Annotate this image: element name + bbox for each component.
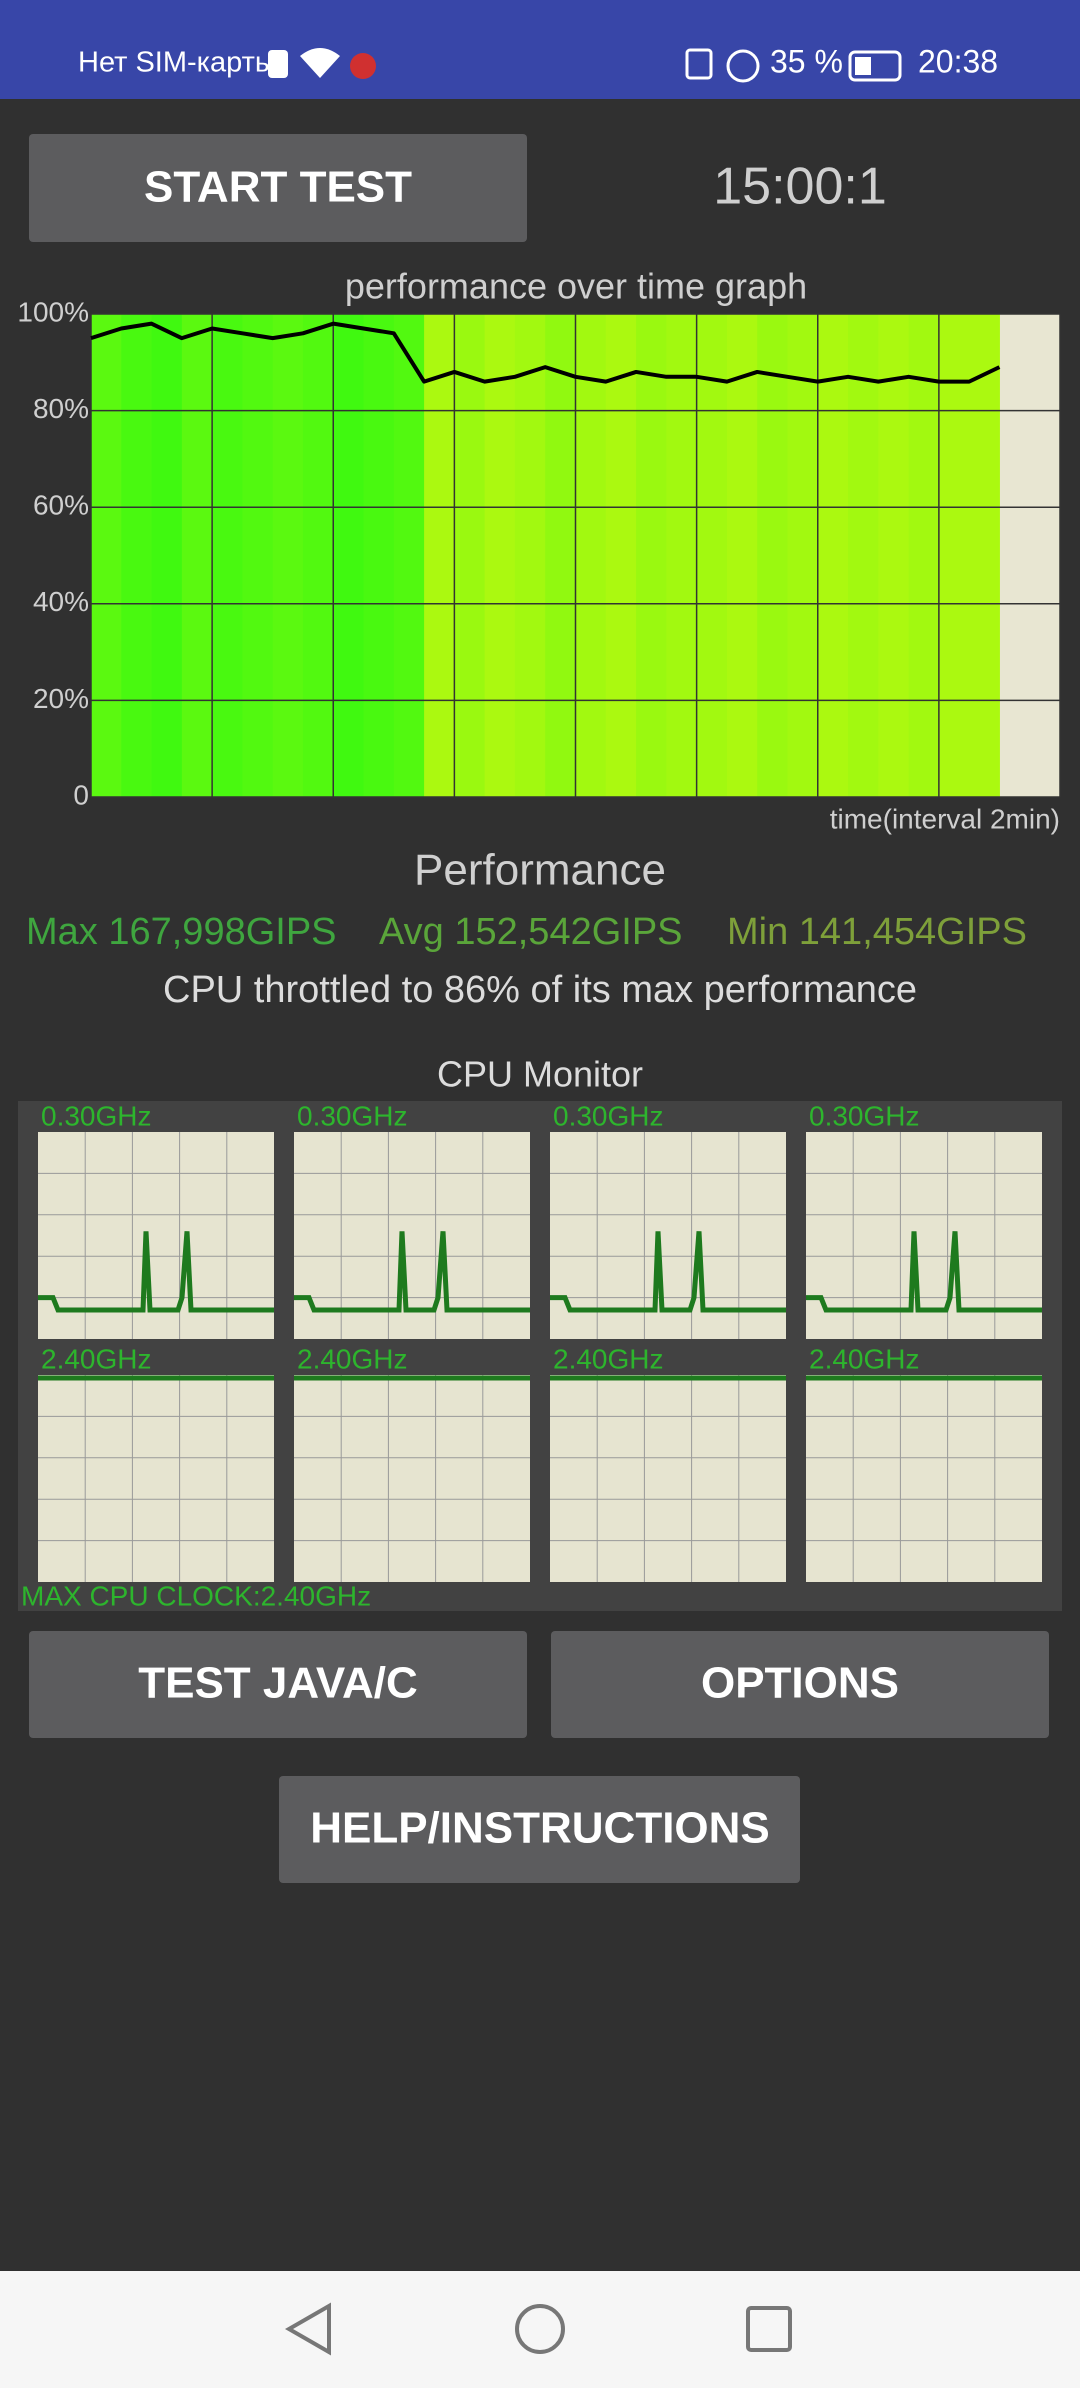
- core-load-line: [294, 1231, 530, 1313]
- performance-fill: [212, 314, 243, 797]
- performance-fill: [817, 314, 849, 797]
- core-load-line: [38, 1231, 274, 1313]
- performance-fill: [121, 314, 153, 797]
- core-graph-bg: [294, 1132, 530, 1339]
- performance-fill: [151, 314, 183, 797]
- core-load-line: [550, 1231, 786, 1313]
- clock: 20:38: [918, 43, 998, 79]
- performance-fill: [757, 314, 788, 797]
- home-button[interactable]: [515, 2304, 565, 2354]
- x-axis-label: time(interval 2min): [830, 803, 1060, 834]
- core-graph-bg: [550, 1132, 786, 1339]
- nav-bar: [0, 2271, 1080, 2388]
- timer: 15:00:1: [713, 158, 887, 216]
- recents-button[interactable]: [746, 2306, 792, 2352]
- graph-title: performance over time graph: [345, 266, 807, 307]
- start-test-button[interactable]: [29, 134, 527, 242]
- sim-alert-icon: [268, 50, 288, 78]
- performance-fill: [424, 314, 455, 797]
- performance-fill: [272, 314, 304, 797]
- performance-fill: [726, 314, 758, 797]
- options-button[interactable]: [551, 1631, 1049, 1738]
- performance-fill: [878, 314, 910, 797]
- core-frequency: 0.30GHz: [297, 1100, 408, 1131]
- performance-fill: [575, 314, 607, 797]
- battery-percent: 35 %: [770, 43, 843, 79]
- help-label[interactable]: HELP/INSTRUCTIONS: [310, 1804, 770, 1853]
- core-graph-bg: [38, 1375, 274, 1582]
- max-performance: Max 167,998GIPS: [26, 911, 337, 953]
- max-cpu-clock: MAX CPU CLOCK:2.40GHz: [21, 1580, 371, 1611]
- performance-fill: [605, 314, 637, 797]
- core-frequency: 0.30GHz: [553, 1100, 664, 1131]
- core-frequency: 0.30GHz: [809, 1100, 920, 1131]
- speed-icon: [726, 49, 760, 83]
- performance-fill: [484, 314, 516, 797]
- performance-fill: [302, 314, 334, 797]
- core-frequency: 2.40GHz: [297, 1343, 408, 1374]
- core-graph-bg: [550, 1375, 786, 1582]
- carrier: Нет SIM-карты: [78, 47, 276, 79]
- performance-fill: [969, 314, 1000, 797]
- performance-fill: [242, 314, 274, 797]
- performance-fill: [91, 314, 122, 797]
- help-button[interactable]: [279, 1776, 800, 1883]
- plot: 0 20% 40% 60% 80% 100%: [17, 296, 1061, 810]
- performance-fill: [545, 314, 576, 797]
- performance-fill: [696, 314, 728, 797]
- performance-fill: [333, 314, 365, 797]
- battery-level: [855, 57, 871, 75]
- performance-title: Performance: [414, 846, 666, 895]
- performance-fill: [938, 314, 970, 797]
- performance-fill: [454, 314, 486, 797]
- performance-fill: [908, 314, 940, 797]
- y-tick-label: 100%: [17, 296, 89, 327]
- battery-icon: [848, 50, 902, 82]
- throttle-text: CPU throttled to 86% of its max performa…: [163, 969, 917, 1011]
- core-graph-bg: [806, 1132, 1042, 1339]
- performance-fill: [666, 314, 698, 797]
- test-java-button[interactable]: [29, 1631, 527, 1738]
- y-tick-label: 80%: [33, 393, 89, 424]
- core-frequency: 2.40GHz: [809, 1343, 920, 1374]
- wifi-icon: [300, 48, 340, 78]
- performance-fill: [363, 314, 395, 797]
- core-graph-bg: [294, 1375, 530, 1582]
- options-label[interactable]: OPTIONS: [701, 1659, 899, 1708]
- performance-line: [90, 321, 1001, 384]
- performance-fill: [514, 314, 546, 797]
- y-tick-label: 60%: [33, 490, 89, 521]
- core-frequency: 0.30GHz: [41, 1100, 152, 1131]
- app-icon: [350, 53, 376, 79]
- performance-fill: [393, 314, 425, 797]
- cpu-monitor-title: CPU Monitor: [437, 1054, 643, 1095]
- y-tick-label: 20%: [33, 683, 89, 714]
- status-bar: [0, 0, 1080, 99]
- nfc-icon: [685, 48, 713, 80]
- core-frequency: 2.40GHz: [41, 1343, 152, 1374]
- performance-fill: [636, 314, 667, 797]
- performance-fill: [787, 314, 819, 797]
- back-button[interactable]: [284, 2302, 331, 2356]
- cores: 0.30GHz 0.30GHz 0.30GHz 0.30GHz 2.40GHz 2.40G…: [38, 1100, 1042, 1582]
- core-graph-bg: [38, 1132, 274, 1339]
- start-test-label[interactable]: START TEST: [144, 163, 412, 212]
- min-performance: Min 141,454GIPS: [727, 911, 1027, 953]
- avg-performance: Avg 152,542GIPS: [379, 911, 683, 953]
- core-graph-bg: [806, 1375, 1042, 1582]
- y-tick-label: 40%: [33, 586, 89, 617]
- core-load-line: [806, 1231, 1042, 1313]
- core-frequency: 2.40GHz: [553, 1343, 664, 1374]
- performance-fill: [848, 314, 879, 797]
- test-java-label[interactable]: TEST JAVA/C: [138, 1659, 418, 1708]
- performance-fill: [181, 314, 213, 797]
- y-tick-label: 0: [73, 779, 89, 810]
